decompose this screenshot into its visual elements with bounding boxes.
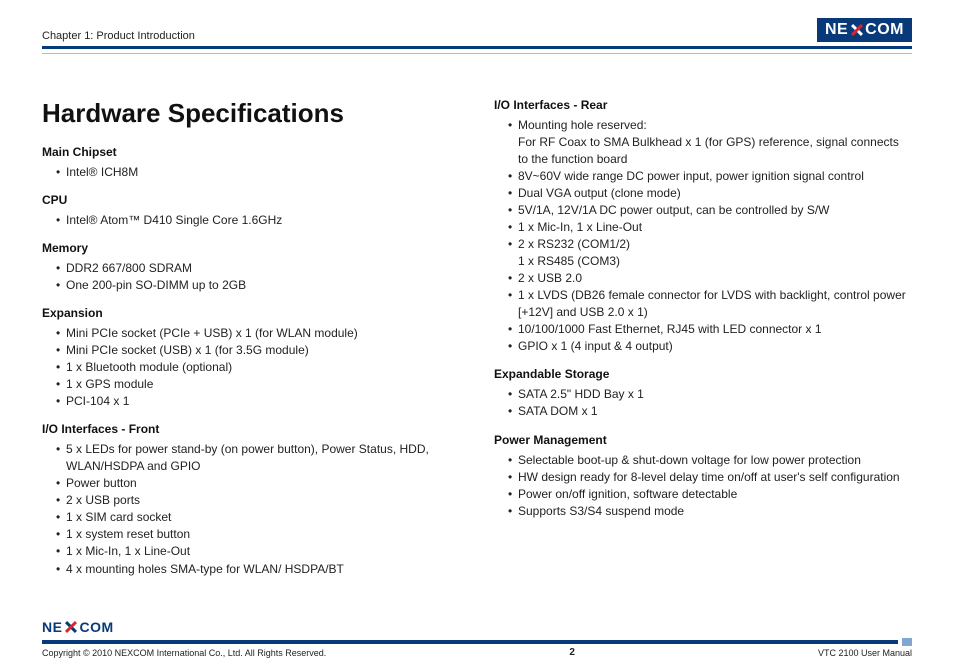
logo-x-icon <box>849 23 864 37</box>
header-rule <box>42 46 912 49</box>
list-item: SATA 2.5" HDD Bay x 1 <box>508 386 912 403</box>
page-header: Chapter 1: Product Introduction NE COM <box>42 18 912 42</box>
list-item: 4 x mounting holes SMA-type for WLAN/ HS… <box>56 561 460 578</box>
list-item: Selectable boot-up & shut-down voltage f… <box>508 452 912 469</box>
logo-text-post: COM <box>865 21 904 39</box>
footer-logo-row: NE COM <box>42 619 912 637</box>
list-item: 1 x GPS module <box>56 376 460 393</box>
chapter-label: Chapter 1: Product Introduction <box>42 30 195 42</box>
list-item: Power button <box>56 475 460 492</box>
list-item: 10/100/1000 Fast Ethernet, RJ45 with LED… <box>508 321 912 338</box>
spec-list: Mounting hole reserved:For RF Coax to SM… <box>494 117 912 355</box>
list-item: Mini PCIe socket (PCIe + USB) x 1 (for W… <box>56 325 460 342</box>
section-heading: Memory <box>42 241 460 255</box>
list-item: Intel® ICH8M <box>56 164 460 181</box>
document-page: Chapter 1: Product Introduction NE COM H… <box>0 0 954 672</box>
page-title: Hardware Specifications <box>42 98 460 129</box>
list-item: Dual VGA output (clone mode) <box>508 185 912 202</box>
logo-x-icon <box>63 620 78 634</box>
list-item: Intel® Atom™ D410 Single Core 1.6GHz <box>56 212 460 229</box>
manual-title: VTC 2100 User Manual <box>818 648 912 658</box>
section-heading: Expandable Storage <box>494 367 912 381</box>
spec-list: Intel® Atom™ D410 Single Core 1.6GHz <box>42 212 460 229</box>
list-item: One 200-pin SO-DIMM up to 2GB <box>56 277 460 294</box>
list-item: 8V~60V wide range DC power input, power … <box>508 168 912 185</box>
footer-decoration-icon <box>898 640 902 644</box>
header-subrule <box>42 53 912 54</box>
content-columns: Hardware Specifications Main Chipset Int… <box>42 98 912 578</box>
footer-rule <box>42 640 912 644</box>
logo-text-pre: NE <box>825 21 848 39</box>
section-heading: Power Management <box>494 433 912 447</box>
right-column: I/O Interfaces - Rear Mounting hole rese… <box>494 98 912 578</box>
list-item: 5V/1A, 12V/1A DC power output, can be co… <box>508 202 912 219</box>
list-item: 1 x Bluetooth module (optional) <box>56 359 460 376</box>
section-heading: Main Chipset <box>42 145 460 159</box>
list-item: HW design ready for 8-level delay time o… <box>508 469 912 486</box>
spec-list: DDR2 667/800 SDRAM One 200-pin SO-DIMM u… <box>42 260 460 294</box>
section-heading: Expansion <box>42 306 460 320</box>
footer-logo: NE COM <box>42 619 114 635</box>
logo-text-pre: NE <box>42 619 62 635</box>
section-heading: I/O Interfaces - Rear <box>494 98 912 112</box>
page-number: 2 <box>569 647 575 658</box>
section-heading: I/O Interfaces - Front <box>42 422 460 436</box>
spec-list: SATA 2.5" HDD Bay x 1 SATA DOM x 1 <box>494 386 912 420</box>
list-item: 5 x LEDs for power stand-by (on power bu… <box>56 441 460 475</box>
list-item: DDR2 667/800 SDRAM <box>56 260 460 277</box>
logo-text-post: COM <box>79 619 113 635</box>
list-item: PCI-104 x 1 <box>56 393 460 410</box>
spec-list: 5 x LEDs for power stand-by (on power bu… <box>42 441 460 577</box>
footer-decoration-icon <box>902 638 912 646</box>
list-item: Mini PCIe socket (USB) x 1 (for 3.5G mod… <box>56 342 460 359</box>
list-item: 2 x RS232 (COM1/2)1 x RS485 (COM3) <box>508 236 912 270</box>
left-column: Hardware Specifications Main Chipset Int… <box>42 98 460 578</box>
list-item: 1 x Mic-In, 1 x Line-Out <box>56 543 460 560</box>
footer-row: Copyright © 2010 NEXCOM International Co… <box>42 647 912 658</box>
list-item: SATA DOM x 1 <box>508 403 912 420</box>
list-item: 1 x system reset button <box>56 526 460 543</box>
section-heading: CPU <box>42 193 460 207</box>
spec-list: Selectable boot-up & shut-down voltage f… <box>494 452 912 520</box>
copyright-text: Copyright © 2010 NEXCOM International Co… <box>42 648 326 658</box>
list-item: 1 x SIM card socket <box>56 509 460 526</box>
spec-list: Intel® ICH8M <box>42 164 460 181</box>
list-item: 1 x LVDS (DB26 female connector for LVDS… <box>508 287 912 321</box>
page-footer: NE COM Copyright © 2010 NEXCOM Internati… <box>42 619 912 658</box>
list-item: 2 x USB ports <box>56 492 460 509</box>
brand-logo: NE COM <box>817 18 912 42</box>
list-item: GPIO x 1 (4 input & 4 output) <box>508 338 912 355</box>
list-item: Power on/off ignition, software detectab… <box>508 486 912 503</box>
list-item: Mounting hole reserved:For RF Coax to SM… <box>508 117 912 168</box>
spec-list: Mini PCIe socket (PCIe + USB) x 1 (for W… <box>42 325 460 410</box>
list-item: Supports S3/S4 suspend mode <box>508 503 912 520</box>
list-item: 2 x USB 2.0 <box>508 270 912 287</box>
list-item: 1 x Mic-In, 1 x Line-Out <box>508 219 912 236</box>
